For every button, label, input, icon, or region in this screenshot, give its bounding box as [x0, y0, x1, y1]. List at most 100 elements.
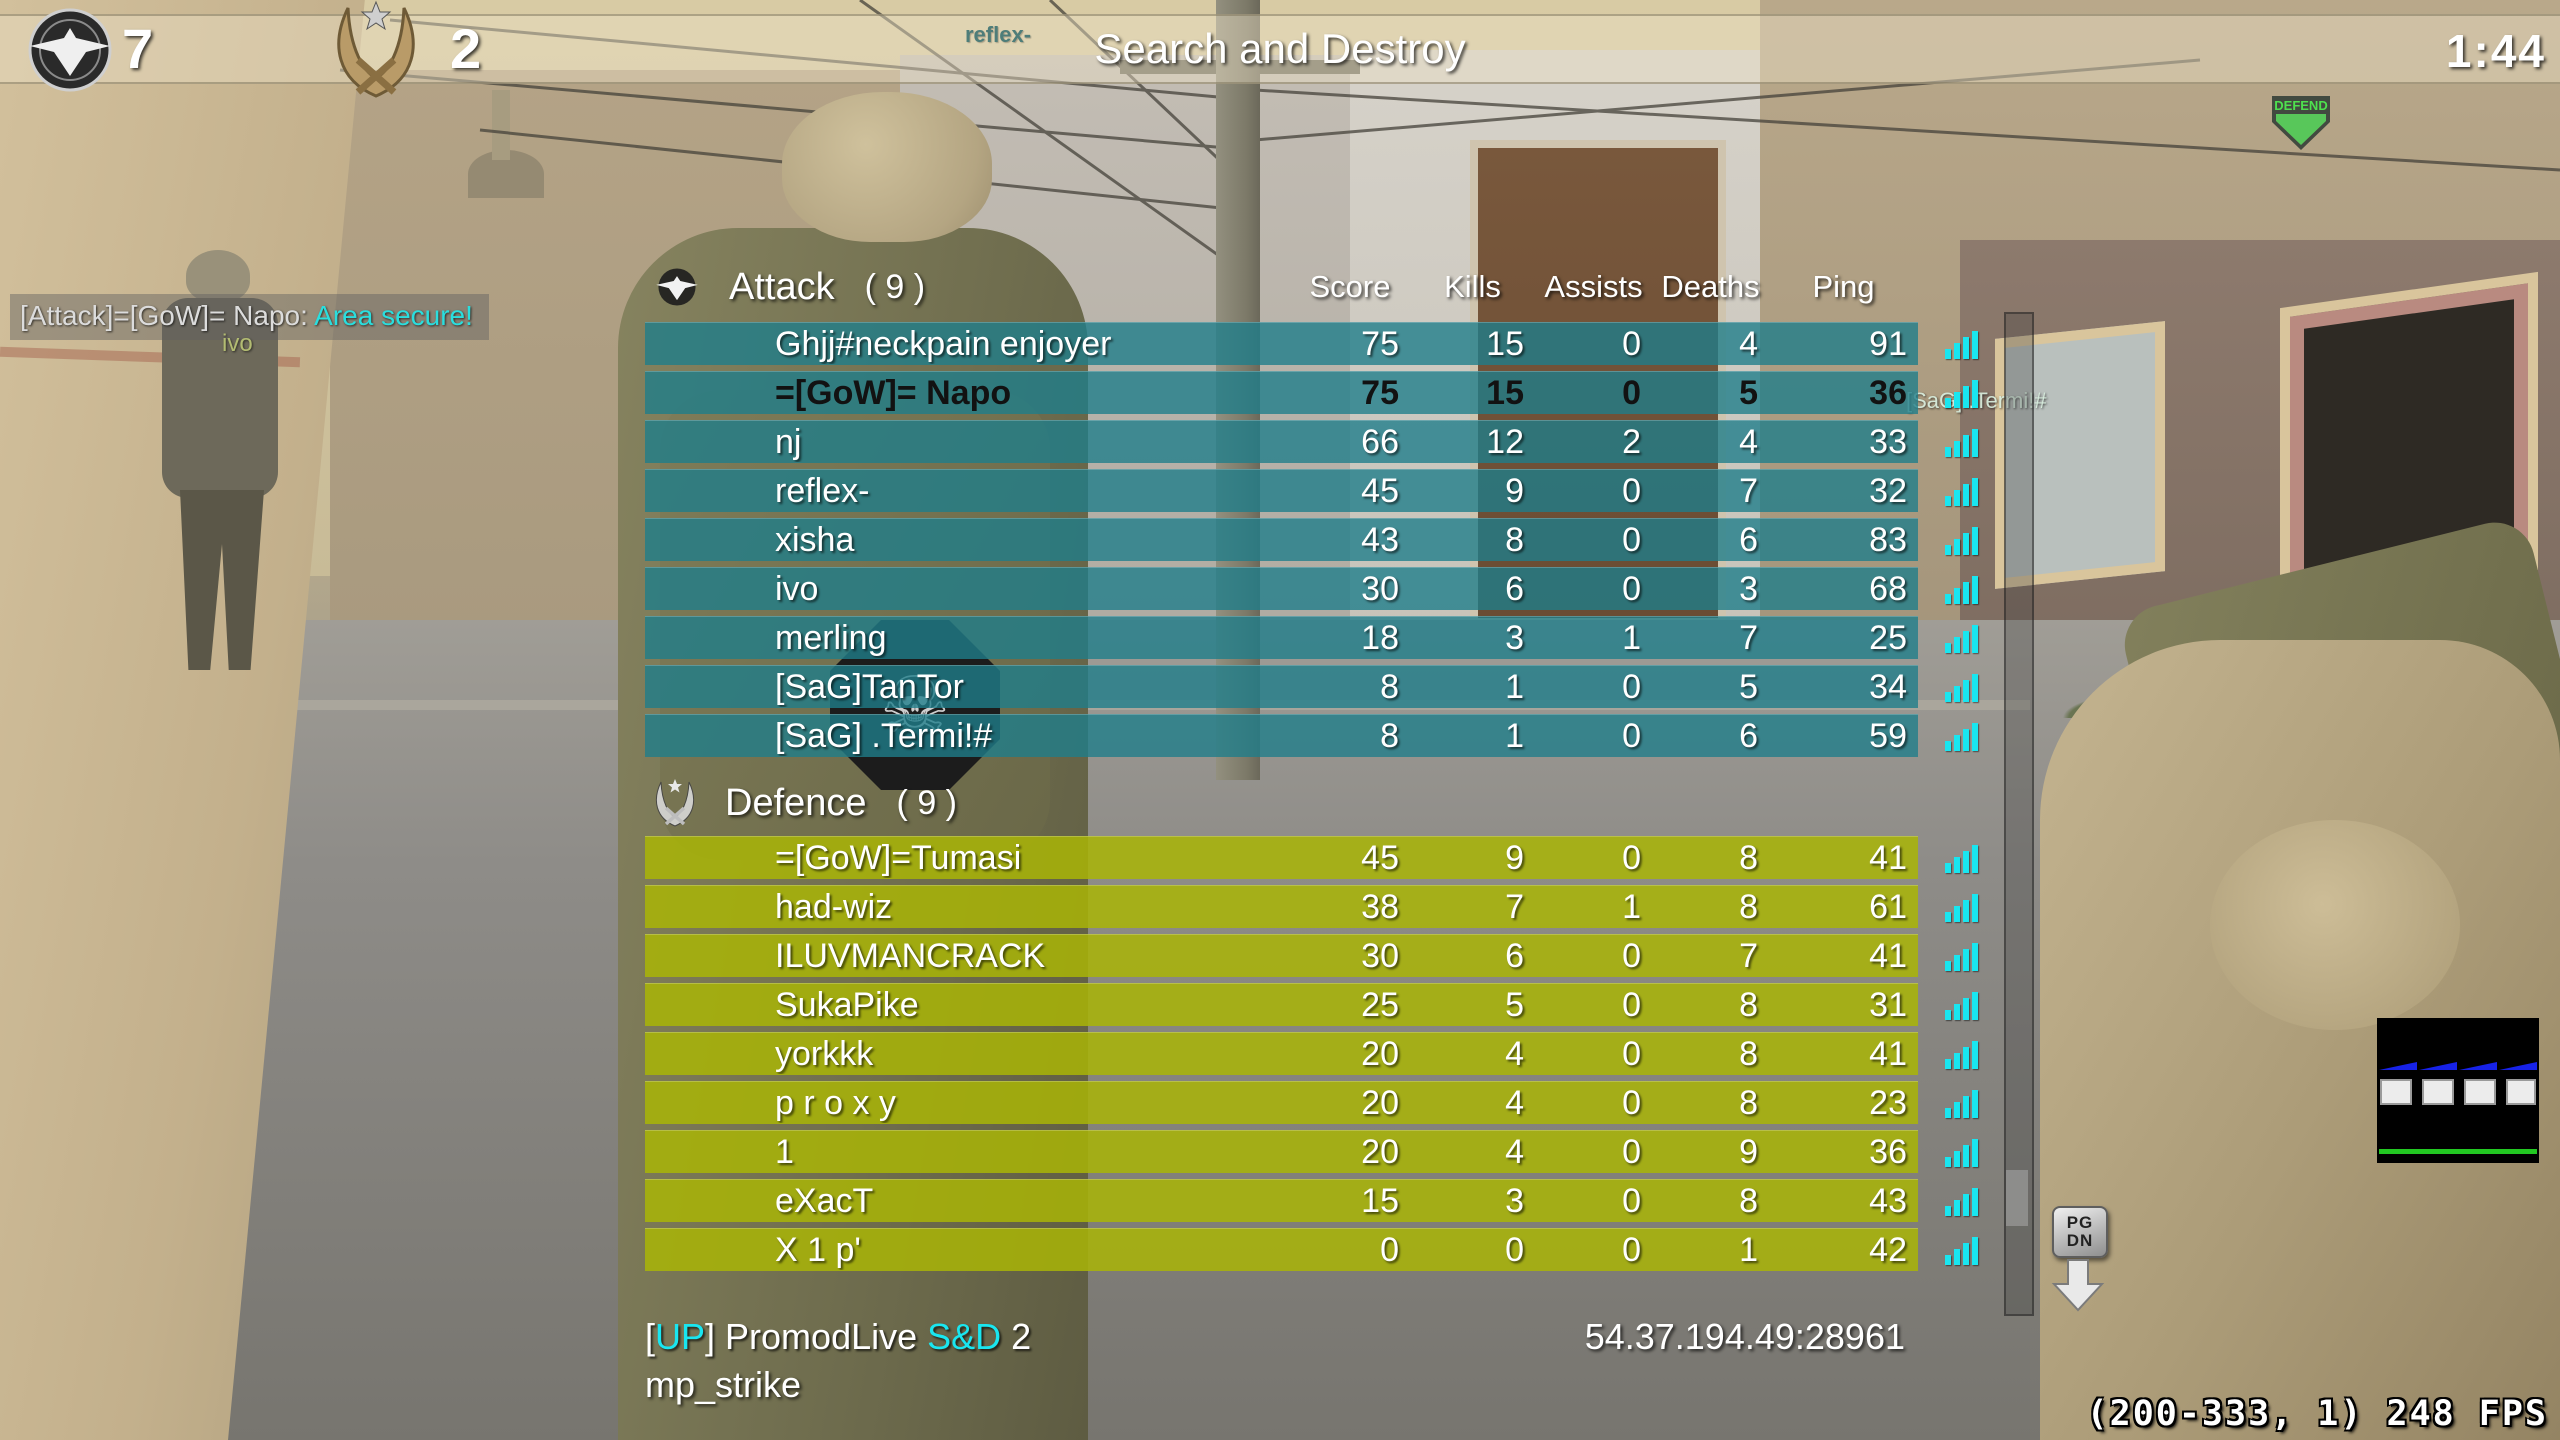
- chat-text: Area secure!: [314, 300, 473, 331]
- defence-player-list: =[GoW]=Tumasi 45 9 0 8 41 had-wiz 38 7 1…: [645, 836, 2005, 1277]
- defence-team-header: Defence ( 9 ): [645, 774, 1918, 832]
- player-score: 20: [1361, 1083, 1399, 1122]
- player-deaths: 6: [1739, 716, 1758, 755]
- pgdn-key-line1: PG: [2066, 1213, 2094, 1232]
- defence-team-score: 2: [450, 17, 482, 80]
- player-kills: 1: [1505, 716, 1524, 755]
- fps-counter: (200-333, 1) 248 FPS: [2086, 1394, 2548, 1434]
- ping-bars-icon: [1945, 843, 1979, 873]
- lagometer-graph: [2379, 1062, 2537, 1154]
- player-assists: 0: [1622, 936, 1641, 975]
- player-name: [SaG] .Termi!#: [775, 716, 993, 755]
- background-soldier-running: [150, 250, 300, 670]
- player-kills: 7: [1505, 887, 1524, 926]
- player-score: 20: [1361, 1034, 1399, 1073]
- soldier-torso: [162, 298, 278, 498]
- player-name: =[GoW]=Tumasi: [775, 838, 1022, 877]
- server-name-line: [UP] PromodLive S&D 2: [645, 1316, 1031, 1358]
- player-deaths: 8: [1739, 887, 1758, 926]
- scroll-down-arrow-icon: [2051, 1259, 2105, 1312]
- column-header-deaths: Deaths: [1661, 269, 1760, 304]
- killfeed-entry: reflex-: [965, 22, 1032, 47]
- player-assists: 0: [1622, 667, 1641, 706]
- player-name: yorkkk: [775, 1034, 874, 1073]
- player-kills: 4: [1505, 1034, 1524, 1073]
- player-name: Ghjj#neckpain enjoyer: [775, 324, 1112, 363]
- player-kills: 9: [1505, 838, 1524, 877]
- ping-bars-icon: [1945, 1137, 1979, 1167]
- player-score: 8: [1380, 716, 1399, 755]
- player-deaths: 4: [1739, 324, 1758, 363]
- ping-bars-icon: [1945, 427, 1979, 457]
- player-deaths: 4: [1739, 422, 1758, 461]
- player-kills: 12: [1486, 422, 1524, 461]
- player-ping: 59: [1869, 716, 1907, 755]
- ping-bars-icon: [1945, 378, 1979, 408]
- player-ping: 31: [1869, 985, 1907, 1024]
- attack-team-score: 7: [122, 17, 154, 80]
- ping-bars-icon: [1945, 941, 1979, 971]
- player-deaths: 8: [1739, 1181, 1758, 1220]
- player-score: 8: [1380, 667, 1399, 706]
- player-name: xisha: [775, 520, 855, 559]
- ping-bars-icon: [1945, 1088, 1979, 1118]
- scoreboard-player-row: p r o x y 20 4 0 8 23: [645, 1081, 1978, 1124]
- scoreboard-player-row: merling 18 3 1 7 25: [645, 616, 1978, 659]
- player-ping: 43: [1869, 1181, 1907, 1220]
- player-score: 30: [1361, 936, 1399, 975]
- player-name: ILUVMANCRACK: [775, 936, 1046, 975]
- player-deaths: 7: [1739, 936, 1758, 975]
- player-ping: 36: [1869, 1132, 1907, 1171]
- player-ping: 61: [1869, 887, 1907, 926]
- ping-bars-icon: [1945, 892, 1979, 922]
- scoreboard-player-row: ivo 30 6 0 3 68: [645, 567, 1978, 610]
- player-name: nj: [775, 422, 802, 461]
- scoreboard-player-row: X 1 p' 0 0 0 1 42: [645, 1228, 1978, 1271]
- player-name: X 1 p': [775, 1230, 861, 1269]
- player-name: eXacT: [775, 1181, 874, 1220]
- player-name: [SaG]TanTor: [775, 667, 964, 706]
- player-score: 30: [1361, 569, 1399, 608]
- player-ping: 68: [1869, 569, 1907, 608]
- chat-sender: [Attack]=[GoW]= Napo:: [20, 300, 315, 331]
- attack-team-name: Attack: [729, 265, 835, 308]
- column-header-score: Score: [1309, 269, 1391, 304]
- map-name: mp_strike: [645, 1364, 802, 1405]
- scoreboard-scrollbar[interactable]: [2004, 312, 2034, 1316]
- column-header-ping: Ping: [1812, 269, 1875, 304]
- attack-header-icon: [656, 268, 698, 306]
- scoreboard-player-row: 1 20 4 0 9 36: [645, 1130, 1978, 1173]
- column-header-kills: Kills: [1444, 269, 1501, 304]
- player-kills: 8: [1505, 520, 1524, 559]
- background-soldier-right-helmet: [2210, 820, 2460, 1030]
- background-soldier-center-helmet: [782, 92, 992, 242]
- server-name-segment: 2: [1001, 1316, 1032, 1357]
- player-deaths: 1: [1739, 1230, 1758, 1269]
- scoreboard-player-row: ILUVMANCRACK 30 6 0 7 41: [645, 934, 1978, 977]
- svg-text:DEFEND: DEFEND: [2274, 98, 2327, 113]
- ping-bars-icon: [1945, 1186, 1979, 1216]
- server-name-segment: UP: [655, 1316, 706, 1357]
- pgdn-key-line2: DN: [2066, 1231, 2094, 1250]
- scrollbar-thumb[interactable]: [2006, 1170, 2028, 1226]
- player-score: 66: [1361, 422, 1399, 461]
- ping-bars-icon: [1945, 672, 1979, 702]
- background-minaret: [492, 90, 510, 160]
- player-name: ivo: [775, 569, 819, 608]
- player-deaths: 7: [1739, 471, 1758, 510]
- player-deaths: 8: [1739, 1083, 1758, 1122]
- player-score: 15: [1361, 1181, 1399, 1220]
- player-assists: 0: [1622, 1181, 1641, 1220]
- player-score: 75: [1361, 373, 1399, 412]
- player-kills: 1: [1505, 667, 1524, 706]
- scoreboard-player-row: nj 66 12 2 4 33: [645, 420, 1978, 463]
- player-assists: 0: [1622, 716, 1641, 755]
- player-assists: 0: [1622, 985, 1641, 1024]
- column-header-assists: Assists: [1544, 269, 1643, 304]
- ping-bars-icon: [1945, 525, 1979, 555]
- ping-bars-icon: [1945, 574, 1979, 604]
- player-name: had-wiz: [775, 887, 893, 926]
- player-assists: 0: [1622, 471, 1641, 510]
- ping-bars-icon: [1945, 990, 1979, 1020]
